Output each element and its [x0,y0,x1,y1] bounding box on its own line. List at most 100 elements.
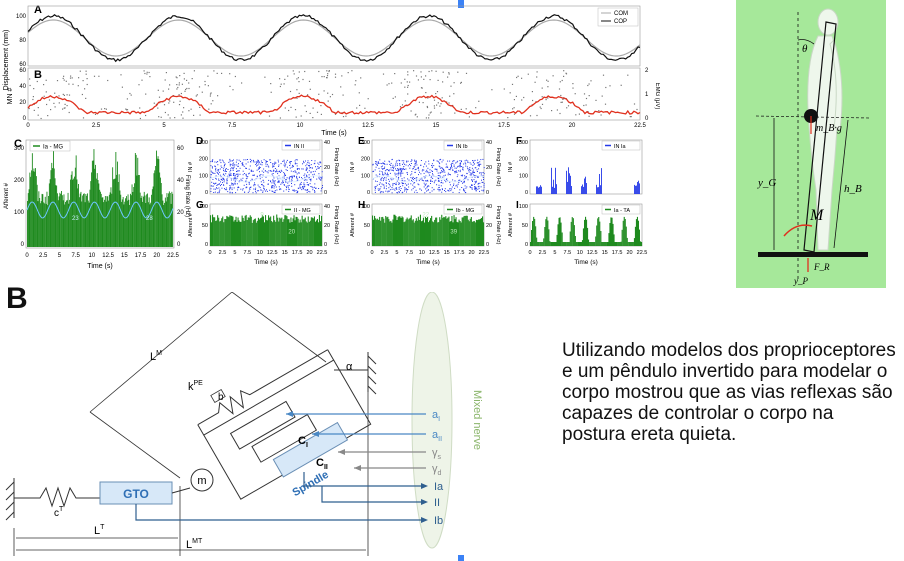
mn-spike [188,82,190,84]
spike-dot [412,177,414,178]
mn-spike [58,95,60,97]
spike-bar [317,222,319,246]
spike-bar [284,215,286,246]
panel-ytick: 300 [519,140,528,146]
spike-dot [471,172,473,174]
spike-bar [550,242,552,246]
spike-dot [414,160,416,162]
spike-bar [414,220,416,246]
spike-dot [221,179,223,181]
spike-dot [233,179,235,181]
spike-dot [394,189,396,191]
spike-dot [306,167,308,169]
spike-bar [254,218,256,246]
spike-dot [477,186,479,188]
spike-dot [424,180,426,182]
spike-dot [444,174,446,176]
panel-c-spike [97,180,99,247]
spike-dot [421,189,422,191]
spike-dot [289,163,291,165]
panel-c-spike [110,187,112,247]
spike-bar [434,219,436,246]
spike-bar [261,215,263,246]
panel-c-spike [104,196,106,247]
spike-dot [227,175,228,177]
spike-dot [245,163,247,165]
spike-bar [606,242,608,246]
mn-spike [588,83,590,85]
panel-c-xtick: 10 [89,253,96,259]
spike-dot [459,179,461,181]
spike-dot [386,174,388,176]
panel-c-spike [164,202,165,247]
panel-c-spike [134,183,135,247]
spike-dot [381,171,383,173]
spike-dot [301,168,303,170]
hb-dimension [833,119,849,249]
spike-dot [399,168,401,170]
spike-bar [395,216,397,246]
spike-dot [283,160,285,162]
panel-c-ytick: 300 [14,146,25,152]
spike-dot [224,188,225,190]
mn-spike [126,109,129,111]
spike-bar [264,222,266,246]
spike-dot [229,192,231,194]
spike-dot [377,175,379,177]
spike-bar [275,221,277,246]
spike-dot [452,162,454,164]
spike-dot [406,191,407,193]
spike-dot [452,170,454,171]
panel-c-spike [92,160,94,247]
spike-dot [458,182,460,183]
spike-dot [251,159,253,161]
spike-dot [377,162,379,164]
mn-spike [345,115,347,117]
panel-legend-box [601,204,641,215]
mn-spike [85,70,87,72]
spike-bar [389,221,391,246]
spike-bar [461,217,463,246]
spike-dot [273,191,275,193]
spike-bar [271,221,273,246]
spike-dot [234,182,236,184]
spike-dot [215,177,217,179]
spike-dot [288,178,290,180]
panel-c-spike [137,157,139,247]
spike-dot [210,185,212,187]
spike-dot [474,187,476,189]
spike-dot [462,174,464,176]
spike-bar [601,168,602,194]
spike-dot [307,162,309,163]
mn-spike [511,83,514,85]
panel-c-spike [41,193,43,247]
spike-bar [277,217,279,246]
spike-dot [220,185,221,187]
spike-dot [458,165,460,167]
spike-dot [421,178,423,180]
spike-dot [424,184,426,186]
mn-spike [318,70,320,73]
spike-dot [398,177,399,179]
mn-spike [428,117,430,119]
spike-dot [400,171,402,173]
spike-bar [412,219,414,246]
spike-dot [245,173,247,175]
spike-dot [266,163,268,165]
panel-b-xlabel: Time (s) [321,130,346,137]
panel-ytick: 50 [202,223,208,229]
mn-spike [288,109,290,112]
mn-spike [531,91,533,93]
panel-b-xtick: 5 [162,123,166,129]
spike-dot [302,188,304,190]
yp-label: y_P [793,276,808,286]
mn-spike [62,77,64,79]
spike-bar [451,216,453,246]
spike-dot [467,168,469,170]
spike-dot [478,187,480,189]
spike-dot [259,178,261,180]
spike-dot [457,160,459,162]
spike-dot [286,170,288,171]
spike-dot [449,181,451,183]
spike-dot [483,184,485,186]
